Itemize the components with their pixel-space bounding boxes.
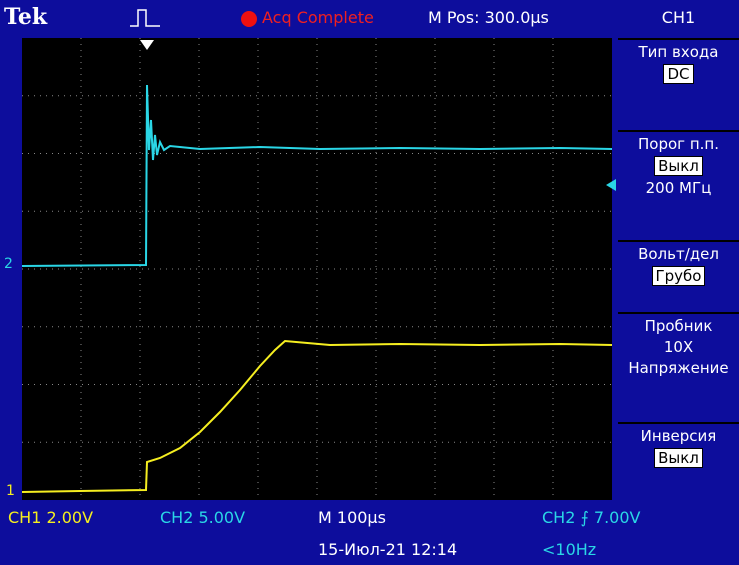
timebase: M 100µs (318, 508, 386, 527)
menu-value: 200 МГц (646, 179, 712, 197)
menu-item[interactable]: Тип входа DC (618, 38, 739, 132)
ch1-marker: 1 (6, 483, 15, 499)
menu-item[interactable]: Вольт/дел Грубо (618, 240, 739, 314)
trigger-frequency: <10Hz (542, 540, 596, 559)
menu-value: Грубо (652, 266, 706, 286)
menu-value: DC (663, 64, 693, 84)
menu-title: Пробник (618, 317, 739, 335)
ch1-scale: CH1 2.00V (8, 508, 93, 527)
menu-title: Вольт/дел (618, 245, 739, 263)
ch2-scale: CH2 5.00V (160, 508, 245, 527)
oscilloscope-screen: Tek Acq Complete M Pos: 300.0µs CH1 2 1 … (0, 0, 739, 565)
menu-item[interactable]: Инверсия Выкл (618, 422, 739, 514)
menu-title: Инверсия (618, 427, 739, 445)
menu-value: 10X (664, 338, 693, 356)
menu-item[interactable]: Пробник 10X Напряжение (618, 312, 739, 424)
menu-title: Порог п.п. (618, 135, 739, 153)
menu-value: Выкл (654, 448, 703, 468)
menu-value: Напряжение (628, 359, 728, 377)
datetime: 15-Июл-21 12:14 (318, 540, 457, 559)
ch2-marker: 2 (4, 256, 13, 272)
menu-title: Тип входа (618, 43, 739, 61)
menu-value: Выкл (654, 156, 703, 176)
menu-item[interactable]: Порог п.п. Выкл 200 МГц (618, 130, 739, 242)
trigger-level: CH2 ⨍ 7.00V (542, 508, 640, 527)
